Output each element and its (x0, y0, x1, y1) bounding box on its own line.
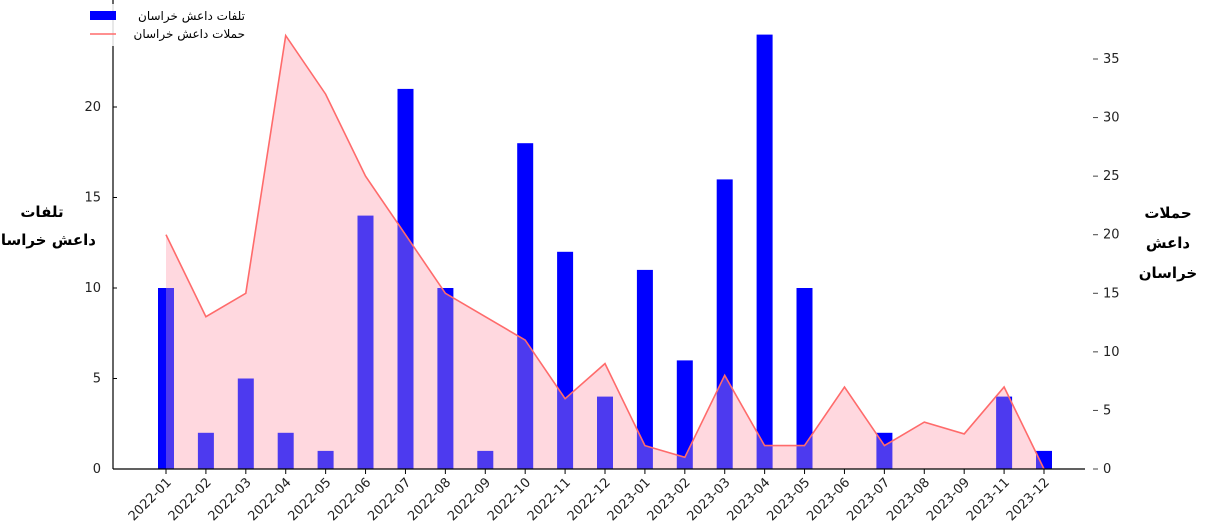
bar-2022-12 (597, 396, 613, 469)
x-tick-label: 2023-05 (764, 475, 813, 524)
attacks-line-layer (165, 33, 1045, 470)
bar-2022-10 (517, 143, 534, 469)
x-tick-label: 2022-06 (325, 475, 374, 524)
x-tick-label: 2023-09 (924, 475, 973, 524)
bar-2023-11 (996, 396, 1013, 469)
left-tick-label: 0 (93, 462, 101, 477)
bar-2023-12 (1036, 450, 1052, 469)
legend: تلفات داعش خراسان حملات داعش خراسان (86, 4, 251, 46)
bar-2023-02 (676, 360, 693, 469)
right-tick-label: 30 (1103, 111, 1120, 126)
bar-2022-11 (557, 251, 574, 469)
x-tick-label: 2022-10 (485, 475, 534, 524)
y-axis-right-title: خراسان (1139, 264, 1197, 282)
bar-2022-07 (397, 88, 414, 470)
left-tick-label: 15 (84, 191, 101, 206)
bar-2022-09 (477, 450, 494, 469)
bar-2022-04 (277, 432, 294, 469)
attacks-area-layer (166, 35, 1044, 469)
bar-2023-07 (876, 432, 893, 469)
x-tick-label: 2022-12 (565, 475, 614, 524)
right-tick-label: 25 (1103, 169, 1120, 184)
legend-bar-label: تلفات داعش خراسان (138, 9, 245, 24)
casualties-bar-layer (158, 34, 1052, 470)
x-tick-label: 2022-01 (126, 475, 175, 524)
right-tick-label: 0 (1103, 462, 1111, 477)
bar-2022-03 (237, 378, 254, 469)
attacks-area-overlay (166, 35, 1044, 469)
x-tick-label: 2022-03 (206, 475, 255, 524)
right-tick-label: 35 (1103, 52, 1120, 67)
legend-line-label: حملات داعش خراسان (134, 27, 245, 42)
attacks-area-fill (166, 35, 1044, 469)
x-tick-label: 2022-05 (285, 475, 334, 524)
y-axis-right-title: حملات (1144, 204, 1191, 222)
legend-bar-swatch (90, 11, 116, 20)
right-tick-label: 10 (1103, 345, 1120, 360)
x-tick-label: 2023-07 (844, 475, 893, 524)
y-axis-left-title: تلفات (20, 203, 63, 221)
bar-2022-01 (158, 288, 174, 469)
x-tick-label: 2022-07 (365, 475, 414, 524)
left-tick-label: 5 (93, 372, 101, 387)
x-tick-label: 2023-08 (884, 475, 933, 524)
x-tick-label: 2023-02 (645, 475, 694, 524)
bar-2023-04 (756, 34, 773, 469)
bar-2022-05 (317, 450, 334, 469)
x-tick-label: 2022-11 (525, 475, 574, 524)
y-axis-right-title: داعش (1146, 234, 1191, 252)
x-tick-label: 2023-06 (804, 475, 853, 524)
x-tick-label: 2022-08 (405, 475, 454, 524)
x-tick-label: 2022-09 (445, 475, 494, 524)
left-tick-label: 10 (84, 281, 101, 296)
bar-2023-01 (636, 269, 653, 469)
x-tick-label: 2023-01 (605, 475, 654, 524)
right-tick-label: 15 (1103, 286, 1120, 301)
bar-2022-02 (197, 432, 214, 469)
x-tick-label: 2023-04 (724, 475, 773, 524)
x-tick-label: 2022-02 (166, 475, 215, 524)
x-tick-label: 2022-04 (246, 475, 295, 524)
bar-2023-03 (716, 179, 733, 469)
y-axis-left-title: داعش خراسان (0, 231, 96, 249)
x-tick-label: 2023-03 (685, 475, 734, 524)
right-tick-label: 20 (1103, 228, 1120, 243)
bar-2023-05 (796, 288, 813, 469)
right-tick-label: 5 (1103, 403, 1111, 418)
x-tick-label: 2023-12 (1004, 475, 1053, 524)
x-tick-label: 2023-11 (964, 475, 1013, 524)
left-tick-label: 20 (84, 100, 101, 115)
bar-2022-06 (357, 215, 374, 469)
bar-2022-08 (437, 288, 454, 469)
